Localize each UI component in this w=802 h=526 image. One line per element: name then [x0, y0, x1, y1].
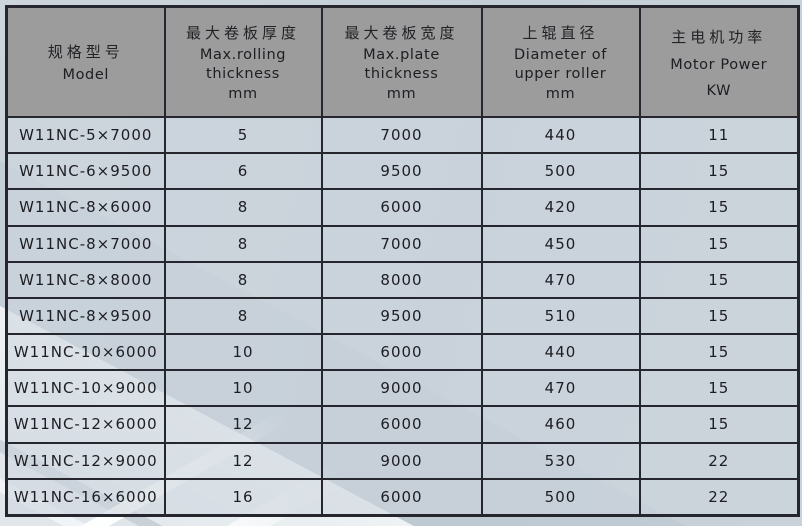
model-cell: W11NC-12×6000	[5, 405, 166, 444]
max-width-cell: 6000	[320, 333, 483, 372]
max-width-cell: 6000	[320, 477, 483, 517]
max-thickness-cell: 12	[163, 405, 323, 444]
header-line-zh: 最大卷板宽度	[344, 24, 459, 43]
header-line-en: Diameter of	[514, 46, 607, 63]
model-cell: W11NC-16×6000	[5, 477, 166, 517]
table-row: W11NC-5×7000 5 7000 440 11	[5, 115, 800, 155]
roller-diameter-cell: 500	[480, 152, 641, 191]
model-cell: W11NC-12×9000	[5, 441, 166, 480]
table-row: W11NC-12×9000 12 9000 530 22	[5, 441, 800, 480]
roller-diameter-cell: 500	[480, 477, 641, 517]
roller-diameter-cell: 440	[480, 333, 641, 372]
motor-power-cell: 15	[638, 296, 800, 336]
max-thickness-cell: 16	[163, 477, 323, 517]
motor-power-cell: 15	[638, 224, 800, 263]
max-thickness-cell: 6	[163, 152, 323, 191]
col-header-motor-power: 主电机功率 Motor Power KW	[638, 5, 800, 118]
model-cell: W11NC-10×6000	[5, 333, 166, 372]
roller-diameter-cell: 450	[480, 224, 641, 263]
table-row: W11NC-8×7000 8 7000 450 15	[5, 224, 800, 263]
max-thickness-cell: 8	[163, 260, 323, 299]
model-cell: W11NC-10×9000	[5, 369, 166, 408]
roller-diameter-cell: 470	[480, 369, 641, 408]
header-line-en: Max.plate	[363, 46, 440, 63]
motor-power-cell: 15	[638, 405, 800, 444]
max-width-cell: 6000	[320, 188, 483, 227]
header-line-en: thickness	[364, 66, 439, 83]
max-width-cell: 9500	[320, 152, 483, 191]
max-width-cell: 8000	[320, 260, 483, 299]
header-line-zh: 主电机功率	[671, 27, 767, 46]
table-row: W11NC-16×6000 16 6000 500 22	[5, 477, 800, 517]
motor-power-cell: 15	[638, 152, 800, 191]
header-unit-label: KW	[706, 82, 732, 99]
roller-diameter-cell: 530	[480, 441, 641, 480]
table-row: W11NC-6×9500 6 9500 500 15	[5, 152, 800, 191]
roller-diameter-cell: 420	[480, 188, 641, 227]
header-line-zh: 上辊直径	[522, 24, 599, 43]
motor-power-cell: 22	[638, 441, 800, 480]
max-thickness-cell: 8	[163, 296, 323, 336]
roller-diameter-cell: 510	[480, 296, 641, 336]
motor-power-cell: 15	[638, 369, 800, 408]
motor-power-cell: 11	[638, 115, 800, 155]
max-width-cell: 6000	[320, 405, 483, 444]
table-row: W11NC-8×8000 8 8000 470 15	[5, 260, 800, 299]
header-line-en: Motor Power	[670, 56, 768, 73]
motor-power-cell: 15	[638, 333, 800, 372]
model-cell: W11NC-5×7000	[5, 115, 166, 155]
table-row: W11NC-10×9000 10 9000 470 15	[5, 369, 800, 408]
max-width-cell: 7000	[320, 224, 483, 263]
max-width-cell: 7000	[320, 115, 483, 155]
header-unit-label: mm	[228, 85, 258, 102]
header-line-zh: 规格型号	[47, 43, 124, 61]
max-thickness-cell: 10	[163, 369, 323, 408]
header-line-en: Max.rolling	[199, 46, 287, 63]
roller-diameter-cell: 470	[480, 260, 641, 299]
spec-table: 规格型号 Model 最大卷板厚度 Max.rolling thickness …	[5, 5, 800, 517]
model-cell: W11NC-8×8000	[5, 260, 166, 299]
model-cell: W11NC-8×6000	[5, 188, 166, 227]
max-width-cell: 9000	[320, 441, 483, 480]
header-line-zh: 最大卷板厚度	[185, 24, 300, 43]
motor-power-cell: 22	[638, 477, 800, 517]
motor-power-cell: 15	[638, 188, 800, 227]
col-header-max-thickness: 最大卷板厚度 Max.rolling thickness mm	[163, 5, 323, 118]
motor-power-cell: 15	[638, 260, 800, 299]
roller-diameter-cell: 440	[480, 115, 641, 155]
max-thickness-cell: 8	[163, 188, 323, 227]
header-line-en: upper roller	[514, 66, 607, 83]
col-header-model: 规格型号 Model	[5, 5, 166, 118]
col-header-max-width: 最大卷板宽度 Max.plate thickness mm	[320, 5, 483, 118]
header-row: 规格型号 Model 最大卷板厚度 Max.rolling thickness …	[5, 5, 800, 118]
header-line-en: thickness	[206, 66, 280, 83]
max-thickness-cell: 10	[163, 333, 323, 372]
table-row: W11NC-8×9500 8 9500 510 15	[5, 296, 800, 336]
header-line-en: Model	[62, 67, 110, 83]
table-row: W11NC-10×6000 10 6000 440 15	[5, 333, 800, 372]
max-width-cell: 9500	[320, 296, 483, 336]
max-thickness-cell: 5	[163, 115, 323, 155]
max-thickness-cell: 8	[163, 224, 323, 263]
max-width-cell: 9000	[320, 369, 483, 408]
model-cell: W11NC-6×9500	[5, 152, 166, 191]
table-row: W11NC-8×6000 8 6000 420 15	[5, 188, 800, 227]
model-cell: W11NC-8×7000	[5, 224, 166, 263]
col-header-roller-diameter: 上辊直径 Diameter of upper roller mm	[480, 5, 641, 118]
header-unit-label: mm	[386, 85, 417, 102]
roller-diameter-cell: 460	[480, 405, 641, 444]
model-cell: W11NC-8×9500	[5, 296, 166, 336]
table-row: W11NC-12×6000 12 6000 460 15	[5, 405, 800, 444]
header-unit-label: mm	[545, 85, 576, 102]
max-thickness-cell: 12	[163, 441, 323, 480]
